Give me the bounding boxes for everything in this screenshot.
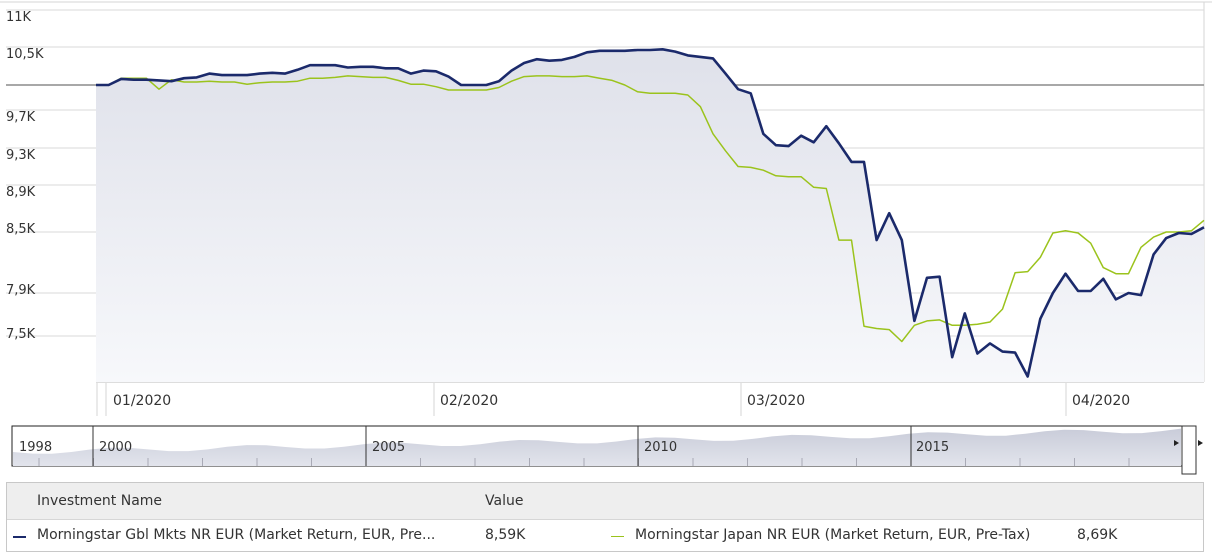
navigator-year-label: 2010 (644, 440, 677, 455)
y-tick-label: 10,5K (6, 47, 44, 62)
navigator-year-label: 2015 (916, 440, 949, 455)
y-axis-tick-labels: 11K 10,5K 9,7K 9,3K 8,9K 8,5K 7,9K 7,5K (6, 10, 44, 342)
y-tick-label: 7,9K (6, 283, 36, 298)
legend-table: Investment Name Value Morningstar Gbl Mk… (6, 482, 1204, 552)
range-navigator[interactable]: 1998 2000 2005 2010 2015 (11, 425, 1203, 475)
x-tick-label: 02/2020 (440, 393, 498, 409)
navigator-year-label: 2000 (99, 440, 132, 455)
y-tick-label: 7,5K (6, 327, 36, 342)
series-swatch-icon (611, 536, 624, 537)
series-area-fill (96, 49, 1204, 383)
navigator-labels: 1998 2000 2005 2010 2015 (19, 426, 1184, 466)
series-swatch-icon (13, 536, 26, 538)
column-header-value: Value (485, 493, 524, 509)
legend-investment-name: Morningstar Gbl Mkts NR EUR (Market Retu… (37, 527, 436, 543)
navigator-year-label: 2005 (372, 440, 405, 455)
navigator-year-label: 1998 (19, 440, 52, 455)
legend-table-header: Investment Name Value (7, 483, 1203, 520)
series-line (96, 48, 1205, 378)
series-line (96, 75, 1205, 343)
x-tick-label: 03/2020 (747, 393, 805, 409)
navigator-area (13, 428, 1181, 466)
y-tick-label: 9,3K (6, 148, 36, 163)
column-header-investment-name: Investment Name (37, 493, 163, 509)
series-layer (96, 48, 1205, 378)
x-axis-tick-labels: 01/2020 02/2020 03/2020 04/2020 (96, 383, 1130, 416)
y-tick-label: 9,7K (6, 110, 36, 125)
x-tick-label: 04/2020 (1072, 393, 1130, 409)
y-tick-label: 11K (6, 10, 32, 25)
navigator-scroll-arrow-icon[interactable] (1198, 440, 1203, 446)
y-tick-label: 8,9K (6, 185, 36, 200)
legend-investment-name: Morningstar Japan NR EUR (Market Return,… (635, 527, 1031, 543)
y-tick-label: 8,5K (6, 222, 36, 237)
area-layer (96, 49, 1204, 383)
legend-value: 8,59K (485, 527, 526, 543)
navigator-handle-arrow-icon (1174, 440, 1179, 446)
legend-value: 8,69K (1077, 527, 1118, 543)
x-tick-label: 01/2020 (113, 393, 171, 409)
navigator-handle[interactable] (1181, 425, 1197, 475)
